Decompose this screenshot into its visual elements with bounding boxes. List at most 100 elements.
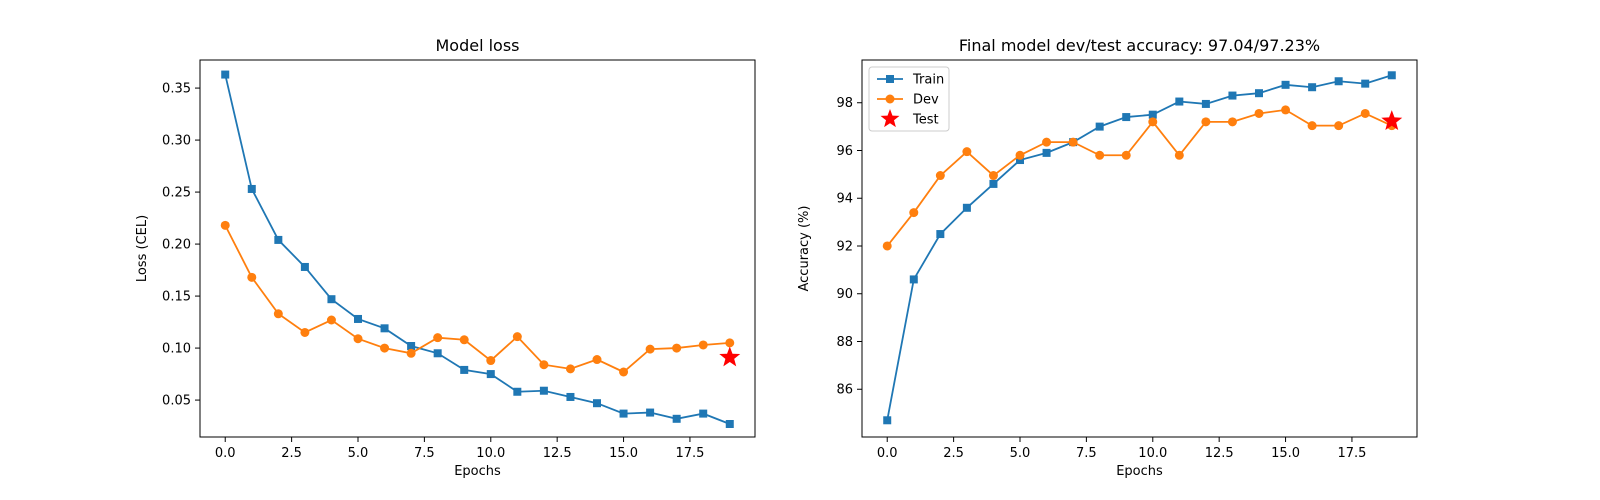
loss-train-point: [513, 387, 522, 396]
loss-dev-series: [220, 220, 735, 377]
accuracy-train-point: [909, 275, 918, 284]
accuracy-dev-point: [909, 208, 919, 218]
loss-train-point: [672, 414, 681, 423]
accuracy-dev-point: [1307, 121, 1317, 131]
accuracy-train-point: [1387, 71, 1396, 80]
accuracy-y-tick-label: 96: [836, 144, 853, 159]
loss-train-point: [380, 324, 389, 333]
loss-x-tick-label: 5.0: [348, 446, 369, 461]
loss-dev-point: [247, 272, 257, 282]
loss-train-point: [539, 386, 548, 395]
loss-train-point: [354, 314, 363, 323]
loss-x-tick-label: 0.0: [215, 446, 236, 461]
loss-train-point: [566, 392, 575, 401]
loss-train-point: [486, 370, 495, 379]
loss-train-series: [221, 70, 734, 428]
accuracy-train-point: [962, 203, 971, 212]
accuracy-dev-point: [1042, 137, 1052, 147]
accuracy-y-tick-label: 98: [836, 96, 853, 111]
loss-dev-point: [353, 334, 363, 344]
accuracy-train-point: [1095, 122, 1104, 131]
accuracy-x-tick-label: 17.5: [1337, 446, 1366, 461]
accuracy-dev-point: [1227, 117, 1237, 127]
accuracy-chart-title: Final model dev/test accuracy: 97.04/97.…: [959, 36, 1320, 55]
legend-marker-star: [880, 109, 900, 128]
accuracy-legend-item-test: Test: [880, 109, 939, 128]
loss-x-tick-label: 7.5: [414, 446, 435, 461]
loss-train-point: [247, 184, 256, 193]
accuracy-y-tick-label: 92: [836, 239, 853, 254]
loss-dev-point: [645, 344, 655, 354]
loss-dev-point: [565, 364, 575, 374]
accuracy-train-point: [989, 179, 998, 188]
accuracy-y-axis-label: Accuracy (%): [797, 206, 812, 292]
accuracy-train-point: [1201, 99, 1210, 108]
accuracy-train-point: [1016, 156, 1025, 165]
accuracy-y-tick-label: 88: [836, 335, 853, 350]
accuracy-dev-point: [988, 171, 998, 181]
accuracy-test-point: [1381, 110, 1403, 131]
accuracy-dev-point: [1148, 117, 1158, 127]
accuracy-dev-point: [1201, 117, 1211, 127]
loss-dev-point: [300, 327, 310, 337]
loss-dev-point: [273, 309, 283, 319]
accuracy-x-tick-label: 0.0: [877, 446, 898, 461]
loss-x-tick-label: 15.0: [609, 446, 638, 461]
loss-dev-point: [725, 338, 735, 348]
loss-dev-point: [406, 348, 416, 358]
accuracy-dev-point: [1254, 108, 1264, 118]
loss-dev-point: [486, 356, 496, 366]
loss-train-point: [619, 409, 628, 418]
loss-y-tick-label: 0.30: [162, 134, 191, 149]
loss-dev-point: [326, 315, 336, 325]
loss-y-tick-label: 0.20: [162, 238, 191, 253]
accuracy-x-tick-label: 7.5: [1076, 446, 1097, 461]
legend-label: Train: [912, 73, 944, 88]
accuracy-train-point: [1361, 79, 1370, 88]
loss-y-tick-label: 0.35: [162, 82, 191, 97]
accuracy-x-tick-label: 15.0: [1271, 446, 1300, 461]
loss-train-point: [460, 365, 469, 374]
loss-dev-point: [433, 333, 443, 343]
loss-train-point: [433, 349, 442, 358]
accuracy-dev-point: [1015, 150, 1025, 160]
accuracy-dev-point: [962, 147, 972, 157]
loss-chart: 0.0 2.5 5.0 7.5 10.0 12.5 15.0 17.5 0.05 0.10 0.15…: [135, 36, 756, 479]
accuracy-dev-point: [1095, 150, 1105, 160]
accuracy-legend-item-train: Train: [877, 73, 944, 88]
accuracy-train-point: [883, 416, 892, 425]
loss-dev-point: [512, 332, 522, 342]
loss-x-axis-label: Epochs: [454, 464, 501, 479]
accuracy-dev-point: [1334, 121, 1344, 131]
loss-train-point: [327, 295, 336, 304]
accuracy-dev-point: [1360, 108, 1370, 118]
loss-x-tick-label: 17.5: [675, 446, 704, 461]
loss-train-point: [407, 342, 416, 350]
loss-dev-point: [380, 343, 390, 353]
accuracy-train-point: [1334, 77, 1343, 86]
accuracy-train-point: [936, 230, 945, 239]
loss-train-point: [646, 408, 655, 417]
loss-x-tick-label: 2.5: [281, 446, 302, 461]
accuracy-x-tick-label: 5.0: [1010, 446, 1031, 461]
loss-train-point: [725, 420, 734, 428]
loss-train-point: [274, 235, 283, 244]
accuracy-train-line: [886, 74, 1393, 421]
accuracy-x-axis-label: Epochs: [1116, 464, 1163, 479]
loss-train-point: [699, 409, 708, 418]
loss-y-tick-label: 0.15: [162, 290, 191, 305]
legend-label: Test: [912, 113, 939, 128]
accuracy-legend-item-dev: Dev: [877, 93, 939, 108]
loss-dev-point: [698, 340, 708, 350]
loss-dev-point: [672, 343, 682, 353]
accuracy-y-tick-label: 86: [836, 383, 853, 398]
accuracy-x-tick-label: 10.0: [1138, 446, 1167, 461]
loss-train-point: [300, 262, 309, 271]
accuracy-plot-area: [861, 59, 1418, 438]
loss-train-point: [221, 70, 230, 79]
accuracy-dev-point: [1068, 137, 1078, 147]
accuracy-y-tick-label: 94: [836, 192, 853, 207]
accuracy-train-point: [1308, 83, 1317, 92]
accuracy-train-point: [1228, 91, 1237, 100]
